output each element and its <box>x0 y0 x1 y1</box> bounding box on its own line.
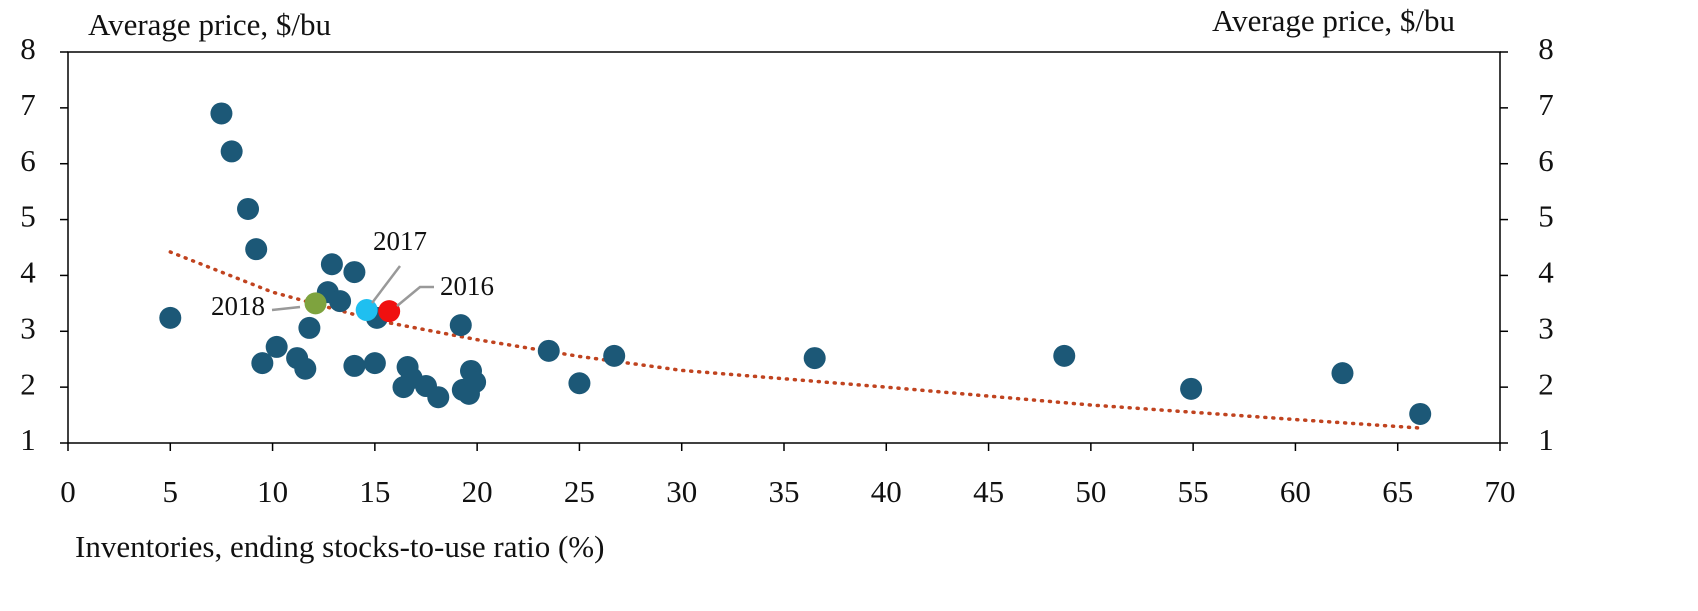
data-point <box>1331 362 1354 385</box>
data-point <box>320 253 343 276</box>
x-tick-label: 45 <box>973 474 1004 509</box>
data-point <box>210 102 233 125</box>
point-annotation: 2016 <box>440 271 494 301</box>
y-axis-title: Average price, $/bu <box>88 7 331 42</box>
data-point <box>378 300 401 323</box>
x-tick-label: 70 <box>1485 474 1516 509</box>
data-point <box>237 197 260 220</box>
y2-tick-label: 3 <box>1538 310 1554 345</box>
x-tick-label: 10 <box>257 474 288 509</box>
plot-frame <box>67 51 1501 444</box>
data-point <box>537 339 560 362</box>
x-tick-label: 5 <box>163 474 179 509</box>
point-annotation: 2017 <box>373 226 427 256</box>
y-tick-label: 6 <box>20 143 36 178</box>
data-point <box>294 357 317 380</box>
data-point <box>220 140 243 163</box>
data-point <box>265 335 288 358</box>
data-point <box>427 386 450 409</box>
x-tick-label: 65 <box>1382 474 1413 509</box>
y2-axis-title: Average price, $/bu <box>1212 3 1455 38</box>
point-annotation: 2018 <box>211 291 265 321</box>
data-point <box>1409 402 1432 425</box>
x-tick-label: 20 <box>462 474 493 509</box>
x-tick-label: 15 <box>359 474 390 509</box>
leader-line <box>371 265 401 304</box>
y-tick-label: 1 <box>20 422 36 457</box>
x-tick-label: 50 <box>1075 474 1106 509</box>
data-point <box>304 292 327 315</box>
y-tick-label: 4 <box>20 255 36 290</box>
y2-tick-label: 4 <box>1538 255 1554 290</box>
y2-tick-label: 7 <box>1538 87 1554 122</box>
x-tick-label: 30 <box>666 474 697 509</box>
data-point <box>159 306 182 329</box>
data-point <box>803 347 826 370</box>
y2-tick-label: 5 <box>1538 199 1554 234</box>
data-point <box>449 314 472 337</box>
data-point <box>568 372 591 395</box>
data-point <box>329 290 352 313</box>
data-point <box>603 344 626 367</box>
x-tick-label: 35 <box>769 474 800 509</box>
y2-tick-label: 1 <box>1538 422 1554 457</box>
data-point <box>1053 344 1076 367</box>
y-tick-label: 7 <box>20 87 36 122</box>
x-tick-label: 55 <box>1178 474 1209 509</box>
data-point <box>355 299 378 322</box>
trendline <box>168 250 1420 430</box>
x-tick-label: 60 <box>1280 474 1311 509</box>
data-point <box>245 238 268 261</box>
data-point <box>1180 377 1203 400</box>
data-point <box>251 352 274 375</box>
data-point <box>363 352 386 375</box>
x-axis-title: Inventories, ending stocks-to-use ratio … <box>75 529 604 564</box>
leader-line <box>396 285 434 307</box>
y-tick-label: 2 <box>20 366 36 401</box>
y-tick-label: 5 <box>20 199 36 234</box>
y2-tick-label: 6 <box>1538 143 1554 178</box>
x-tick-label: 25 <box>564 474 595 509</box>
data-point <box>464 371 487 394</box>
leader-line <box>271 305 301 312</box>
y2-tick-label: 8 <box>1538 31 1554 66</box>
y-tick-label: 3 <box>20 310 36 345</box>
data-point <box>343 354 366 377</box>
data-point <box>343 261 366 284</box>
data-point <box>392 376 415 399</box>
y2-tick-label: 2 <box>1538 366 1554 401</box>
x-tick-label: 40 <box>871 474 902 509</box>
x-tick-label: 0 <box>60 474 76 509</box>
y-tick-label: 8 <box>20 31 36 66</box>
data-point <box>298 316 321 339</box>
